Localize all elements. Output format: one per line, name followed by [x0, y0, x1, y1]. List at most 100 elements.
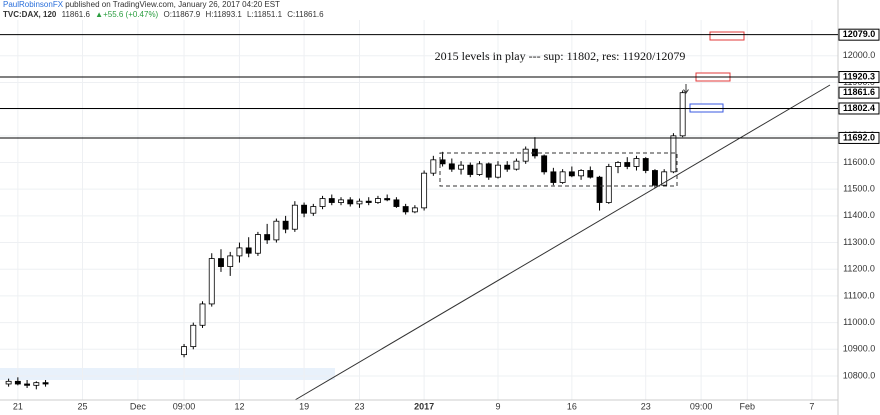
candle-body: [661, 171, 668, 186]
x-tick-label: 09:00: [690, 401, 713, 411]
header-line-1: PaulRobinsonFX published on TradingView.…: [3, 0, 280, 9]
level-label: 11692.0: [843, 132, 875, 142]
candle-body: [264, 234, 271, 241]
candle-body: [199, 303, 206, 326]
candle-body: [347, 199, 354, 205]
candle-body: [448, 163, 455, 170]
x-tick-label: 7: [809, 401, 814, 411]
arrow: [683, 84, 689, 94]
x-tick-label: Dec: [130, 401, 147, 411]
plot: [5, 90, 686, 390]
last: 11861.6: [62, 10, 91, 19]
candle-body: [310, 206, 317, 214]
candle-body: [531, 148, 538, 157]
candle-body: [273, 220, 280, 241]
y-tick-label: 11500.0: [843, 184, 875, 194]
level-label-box: [838, 131, 880, 144]
x-tick-label: 09:00: [173, 401, 196, 411]
candle-body: [402, 206, 409, 213]
candle-body: [319, 198, 326, 207]
change: ▲+55.6 (+0.47%): [95, 10, 158, 19]
candle-body: [245, 247, 252, 254]
level-label: 11861.6: [843, 87, 875, 97]
candle-body: [365, 200, 372, 203]
candle-body: [384, 198, 391, 201]
candle-body: [282, 220, 289, 230]
x-tick-label: 19: [299, 401, 309, 411]
candle-body: [14, 380, 21, 385]
candle-body: [467, 164, 474, 175]
x-tick-label: 23: [354, 401, 364, 411]
candle-body: [208, 258, 215, 305]
candle-body: [458, 164, 464, 170]
candle-body: [254, 234, 261, 254]
level-label-box: [838, 102, 880, 115]
candle-body: [513, 160, 520, 170]
candle-body: [504, 164, 511, 170]
level-label-box: [838, 71, 880, 84]
candle-body: [587, 170, 594, 178]
candle-body: [578, 170, 585, 177]
candle-body: [550, 171, 557, 183]
candle-body: [559, 171, 566, 183]
open: O:11867.9: [163, 10, 200, 19]
candle-body: [411, 207, 418, 213]
candle-body: [328, 198, 335, 203]
candle-body: [393, 199, 400, 207]
level-label: 11920.3: [843, 71, 875, 81]
y-tick-label: 10900.0: [843, 344, 876, 354]
y-tick-label: 11300.0: [843, 237, 875, 247]
candle-body: [522, 148, 529, 162]
candle-body: [605, 166, 612, 203]
level-label-box: [838, 86, 880, 99]
header-line-2: TVC:DAX, 120 11861.6 ▲+55.6 (+0.47%) O:1…: [3, 10, 324, 19]
close: C:11861.6: [287, 10, 324, 19]
candle-body: [541, 155, 548, 173]
candle-body: [568, 171, 575, 177]
y-tick-label: 11200.0: [843, 264, 875, 274]
x-tick-label: 16: [567, 401, 577, 411]
x-tick-label: 2017: [414, 401, 434, 411]
y-tick-label: 11100.0: [843, 290, 874, 300]
candle-body: [439, 159, 446, 165]
candle-body: [42, 382, 49, 385]
level-label: 11802.4: [843, 103, 875, 113]
y-tick-label: 11600.0: [843, 157, 875, 167]
candle-body: [190, 324, 197, 348]
candle-body: [301, 204, 308, 214]
x-tick-label: 23: [641, 401, 651, 411]
candle-body: [652, 170, 658, 186]
candle-body: [338, 199, 344, 203]
candle-body: [181, 346, 187, 356]
candle-body: [24, 383, 31, 386]
y-tick-label: 11400.0: [843, 210, 875, 220]
shaded-zone: [0, 368, 335, 380]
low: L:11851.1: [247, 10, 283, 19]
x-tick-label: 21: [13, 401, 23, 411]
level-label: 12079.0: [843, 29, 876, 39]
candle-body: [227, 255, 234, 267]
candle-body: [236, 247, 243, 257]
candle-body: [291, 204, 298, 230]
candle-body: [421, 172, 428, 209]
candle-body: [624, 162, 631, 167]
x-tick-label: 25: [77, 401, 87, 411]
candle-body: [33, 382, 40, 386]
level-label-box: [838, 28, 880, 41]
candle-body: [642, 158, 649, 171]
y-tick-label: 12000.0: [843, 50, 876, 60]
author[interactable]: PaulRobinsonFX: [3, 0, 64, 9]
candle-body: [495, 164, 501, 178]
y-tick-label: 10800.0: [843, 370, 876, 380]
candle-body: [476, 163, 483, 175]
y-tick-label: 11000.0: [843, 317, 875, 327]
candle-body: [218, 258, 224, 267]
symbol: TVC:DAX, 120: [3, 10, 57, 19]
candle-body: [679, 92, 686, 137]
candle-body: [670, 135, 677, 173]
candle-body: [430, 159, 437, 174]
x-tick-label: 9: [495, 401, 500, 411]
candle-body: [485, 163, 492, 178]
